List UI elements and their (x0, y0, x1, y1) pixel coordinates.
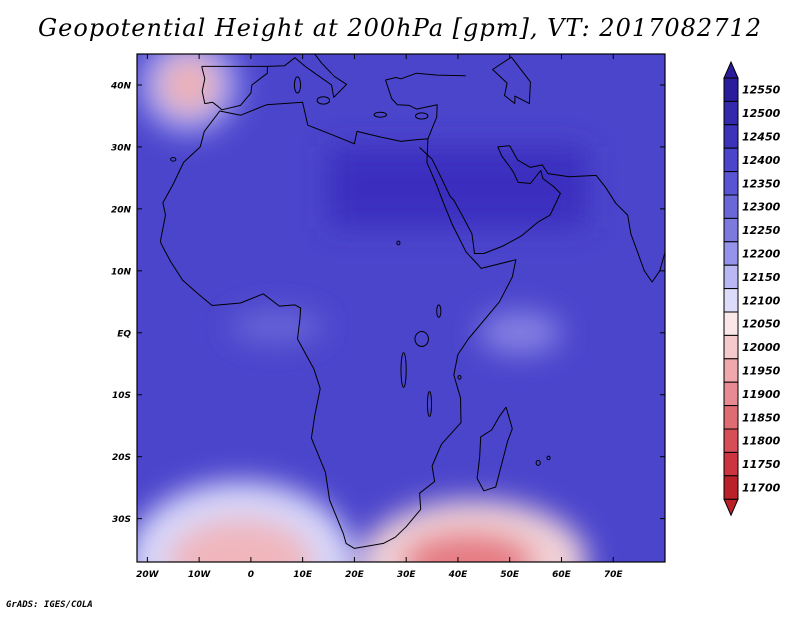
contour-field (137, 54, 665, 562)
colorbar-swatch (723, 77, 739, 102)
colorbar-label: 11850 (742, 411, 781, 424)
lon-tick-label: 30E (397, 570, 417, 580)
colorbar-swatch (723, 381, 739, 407)
colorbar-label: 12150 (742, 271, 781, 284)
colorbar-label: 12450 (742, 131, 781, 144)
colorbar-swatch (723, 358, 739, 383)
colorbar-label: 11750 (742, 458, 781, 471)
southern-trough-east-inner (401, 531, 536, 562)
colorbar-swatch (723, 217, 739, 243)
coastline (492, 56, 531, 105)
map-frame (136, 53, 666, 563)
colorbar-label: 11700 (742, 482, 781, 495)
lat-tick-label: EQ (117, 329, 131, 339)
lake-or-island-outline (436, 304, 442, 318)
lon-tick-label: 20W (136, 570, 160, 580)
colorbar-swatch (723, 171, 739, 196)
lake-or-island-outline (414, 331, 429, 347)
colorbar-swatch (723, 194, 739, 219)
colorbar-label: 12300 (742, 201, 781, 214)
colorbar-swatch (723, 405, 739, 430)
coastline (201, 65, 268, 111)
lake-or-island-outline (457, 375, 462, 380)
lake-or-island-outline (373, 111, 388, 118)
map-title: Geopotential Height at 200hPa [gpm], VT:… (38, 14, 762, 42)
coastlines (159, 54, 665, 549)
lon-tick-label: 0 (248, 570, 254, 580)
colorbar-label: 12100 (742, 294, 781, 307)
colorbar-swatch (723, 428, 739, 453)
colorbar-swatch (723, 475, 739, 500)
coastline (159, 101, 517, 549)
lon-tick-label: 70E (604, 570, 624, 580)
colorbar-swatch (723, 124, 739, 149)
lake-or-island-outline (293, 76, 302, 94)
lon-tick-label: 10E (293, 570, 313, 580)
lat-tick-label: 10N (111, 267, 132, 277)
colorbar-label: 12550 (742, 84, 781, 97)
lon-tick-label: 40E (448, 570, 469, 580)
coastline (385, 79, 438, 140)
southern-trough-west-inner (168, 518, 313, 562)
colorbar-label: 12200 (742, 248, 781, 261)
coastline (385, 72, 466, 81)
colorbar-label: 11900 (742, 388, 781, 401)
field-background (137, 54, 665, 562)
colorbar-label: 12250 (742, 224, 781, 237)
colorbar-swatch (723, 264, 739, 290)
coastline (476, 406, 513, 492)
colorbar-swatch (723, 288, 739, 313)
colorbar-label: 12500 (742, 107, 781, 120)
colorbar-swatch (723, 334, 739, 360)
colorbar-max-arrow (723, 60, 739, 79)
lat-tick-label: 40N (110, 81, 132, 91)
lake-or-island-outline (426, 391, 433, 417)
lon-tick-label: 50E (500, 570, 520, 580)
lake-or-island-outline (396, 240, 401, 246)
colorbar: 12550 12500 12450 12400 12350 12300 12250 12200… (723, 60, 781, 517)
colorbar-swatch (723, 147, 739, 173)
lon-tick-label: 60E (552, 570, 572, 580)
colorbar-swatch (723, 451, 739, 477)
lon-tick-label: 10W (188, 570, 212, 580)
lake-or-island-outline (535, 459, 541, 466)
lat-tick-label: 30S (112, 515, 131, 525)
lat-tick-label: 30N (111, 143, 132, 153)
colorbar-label: 12000 (742, 341, 781, 354)
equatorial-trough-indian (478, 311, 562, 355)
colorbar-label: 12400 (742, 154, 781, 167)
equatorial-trough-atlantic (230, 311, 324, 343)
iberian-low-core (173, 69, 205, 101)
colorbar-swatch (723, 311, 739, 336)
lake-or-island-outline (414, 112, 429, 120)
lat-tick-label: 10S (112, 391, 131, 401)
coastline (419, 145, 665, 283)
colorbar-label: 11800 (742, 435, 781, 448)
grads-credit: GrADS: IGES/COLA (6, 600, 93, 610)
lake-or-island-outline (546, 455, 551, 461)
lon-tick-label: 20E (345, 570, 365, 580)
colorbar-swatch (723, 100, 739, 126)
colorbar-min-arrow (723, 498, 739, 517)
colorbar-label: 11950 (742, 365, 781, 378)
coastline (267, 54, 348, 98)
map-axes: 40N 30N 20N 10N EQ 10S 20S 30S 20W 10W 0 10E 20E 30E 4… (110, 54, 665, 580)
subtropical-ridge-core (328, 146, 588, 228)
lake-or-island-outline (316, 96, 331, 105)
colorbar-swatch (723, 241, 739, 266)
lat-tick-label: 20N (111, 205, 132, 215)
lat-tick-label: 20S (112, 453, 131, 463)
colorbar-label: 12350 (742, 177, 781, 190)
colorbar-label: 12050 (742, 318, 781, 331)
lake-or-island-outline (400, 352, 407, 388)
geopotential-map: 40N 30N 20N 10N EQ 10S 20S 30S 20W 10W 0 10E 20E 30E 4… (110, 53, 781, 580)
lake-or-island-outline (170, 156, 177, 162)
